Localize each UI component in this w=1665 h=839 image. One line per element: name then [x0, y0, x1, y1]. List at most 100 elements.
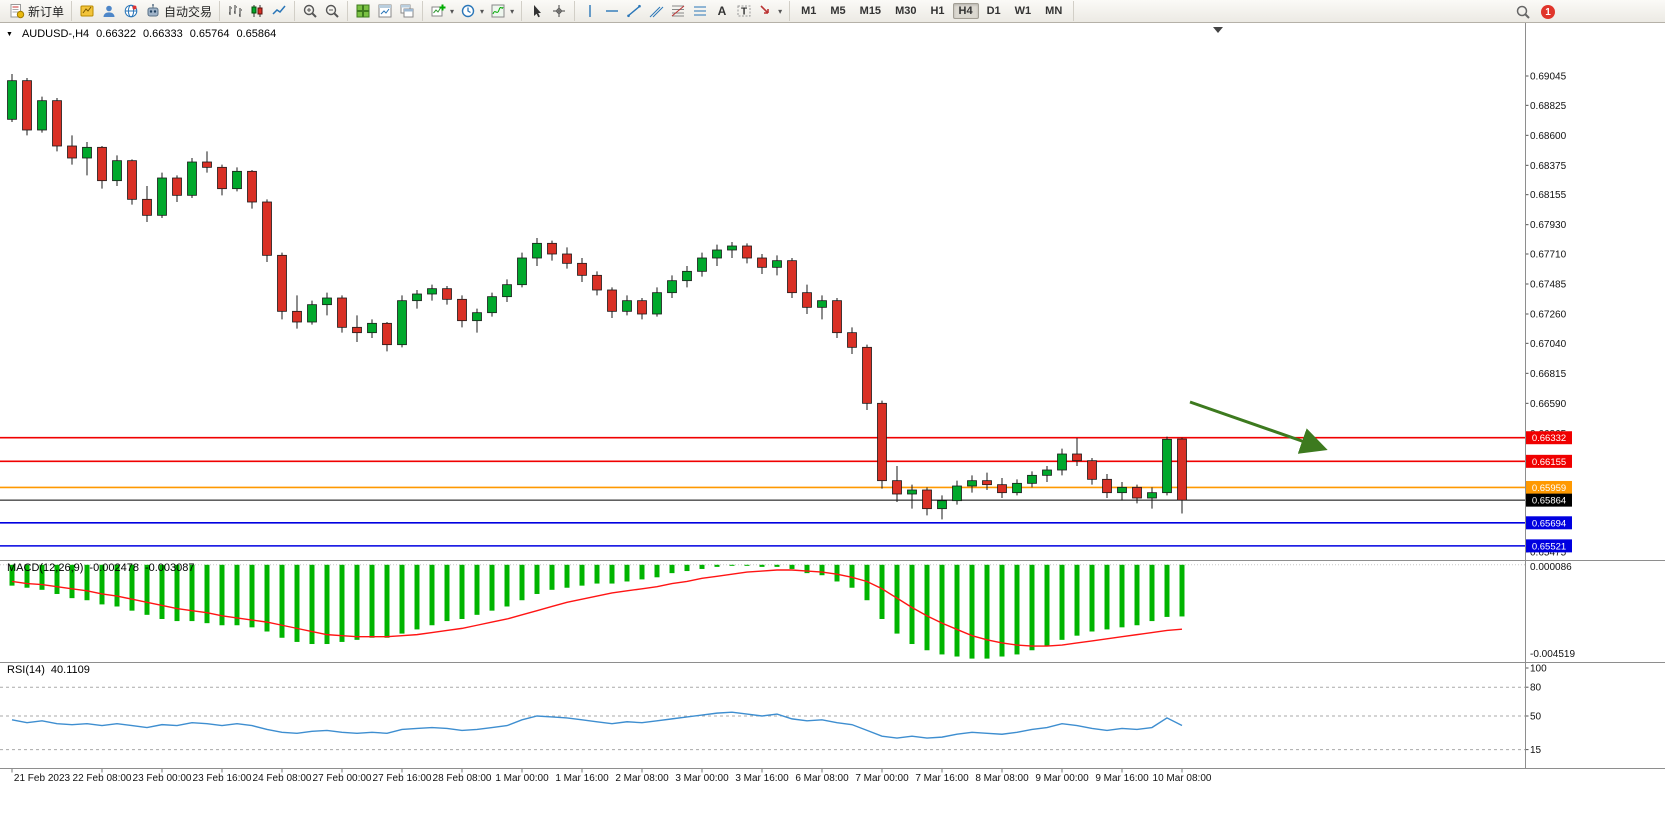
- timeframe-m30-button[interactable]: M30: [895, 5, 917, 17]
- rsi-axis-label: 80: [1530, 683, 1542, 694]
- macd-histogram-bar: [639, 564, 645, 580]
- macd-scale-max-label: 0.000086: [1530, 562, 1572, 573]
- metaeditor-button[interactable]: [76, 2, 98, 20]
- time-axis-label: 28 Feb 08:00: [433, 773, 492, 784]
- bull-candle: [937, 500, 947, 510]
- zoom-in-button[interactable]: [299, 2, 321, 20]
- bull-candle: [652, 292, 662, 315]
- dropdown-caret-icon[interactable]: ▾: [778, 6, 783, 16]
- macd-histogram-bar: [849, 564, 855, 588]
- candlestick-chart-button[interactable]: [246, 2, 268, 20]
- horizontal-line-tool-button[interactable]: [601, 2, 623, 20]
- notification-badge[interactable]: 1: [1541, 5, 1555, 19]
- macd-indicator-label: MACD(12,26,9) -0.002478 -0.003087: [7, 562, 195, 574]
- channel-tool-button[interactable]: [645, 2, 667, 20]
- macd-histogram-bar: [1014, 564, 1020, 655]
- macd-histogram-bar: [1104, 564, 1110, 630]
- macd-histogram-bar: [999, 564, 1005, 657]
- bear-candle: [1102, 478, 1112, 494]
- macd-pane: 0.000086 -0.004519: [0, 562, 1575, 660]
- main-toolbar: 新订单 自动交易 ▾ ▾ ▾ A T ▾ M1 M5 M15 M30 H1 H4 D1 W1 MN 1: [0, 0, 1665, 23]
- web-terminal-button[interactable]: [120, 2, 142, 20]
- timeframe-d1-button[interactable]: D1: [986, 5, 1001, 17]
- macd-histogram-bar: [834, 564, 840, 582]
- time-axis-label: 23 Feb 00:00: [133, 773, 192, 784]
- time-axis-label: 1 Mar 16:00: [555, 773, 609, 784]
- bull-candle: [817, 300, 827, 308]
- bull-candle: [697, 257, 707, 272]
- trend-arrow-annotation[interactable]: [1189, 400, 1328, 454]
- time-axis-label: 7 Mar 16:00: [915, 773, 969, 784]
- new-order-icon: [10, 4, 25, 19]
- time-axis-label: 24 Feb 08:00: [253, 773, 312, 784]
- zoom-out-button[interactable]: [321, 2, 343, 20]
- bear-candle: [997, 484, 1007, 494]
- timeframe-h1-button[interactable]: H1: [930, 5, 945, 17]
- algo-trading-button[interactable]: 自动交易: [142, 2, 215, 21]
- timeframe-mn-button[interactable]: MN: [1045, 5, 1063, 17]
- timeframe-m1-button[interactable]: M1: [801, 5, 817, 17]
- macd-histogram-bar: [579, 564, 585, 586]
- fibonacci-tool-button[interactable]: [667, 2, 689, 20]
- new-chart-button[interactable]: ▾: [427, 2, 457, 20]
- macd-histogram-bar: [1179, 564, 1185, 617]
- arrows-tool-button[interactable]: ▾: [755, 2, 785, 20]
- macd-histogram-bar: [1074, 564, 1080, 636]
- time-axis-label: 21 Feb 2023: [14, 773, 71, 784]
- price-level-label: [1526, 431, 1572, 445]
- indicators-button[interactable]: ▾: [487, 2, 517, 20]
- macd-histogram-bar: [864, 564, 870, 601]
- bar-chart-button[interactable]: [224, 2, 246, 20]
- bull-candle: [7, 80, 17, 120]
- bull-candle: [907, 489, 917, 495]
- bear-candle: [292, 310, 302, 323]
- trendline-tool-button[interactable]: [623, 2, 645, 20]
- macd-histogram-bar: [249, 564, 255, 628]
- search-button[interactable]: [1512, 3, 1534, 21]
- macd-histogram-bar: [1164, 564, 1170, 617]
- cascade-windows-button[interactable]: [396, 2, 418, 20]
- macd-histogram-bar: [474, 564, 480, 615]
- bear-candle: [982, 480, 992, 486]
- bear-candle: [217, 166, 227, 190]
- timeframe-w1-button[interactable]: W1: [1014, 5, 1032, 17]
- bull-candle: [112, 160, 122, 182]
- timeframe-m5-button[interactable]: M5: [830, 5, 846, 17]
- cursor-tool-button[interactable]: [526, 2, 548, 20]
- levels-tool-button[interactable]: [689, 2, 711, 20]
- tile-windows-button[interactable]: [352, 2, 374, 20]
- metaeditor-icon: [80, 5, 94, 17]
- dropdown-caret-icon[interactable]: ▾: [450, 6, 455, 16]
- bull-candle: [157, 177, 167, 216]
- macd-histogram-bar: [684, 564, 690, 572]
- price-axis-label: 0.68600: [1530, 131, 1567, 142]
- periods-button[interactable]: ▾: [457, 2, 487, 20]
- time-axis-label: 10 Mar 08:00: [1153, 773, 1212, 784]
- line-chart-button[interactable]: [268, 2, 290, 20]
- dropdown-caret-icon[interactable]: ▾: [510, 6, 515, 16]
- collapse-triangle-icon[interactable]: ▼: [6, 30, 13, 38]
- dropdown-caret-icon[interactable]: ▾: [480, 6, 485, 16]
- auto-arrange-button[interactable]: [374, 2, 396, 20]
- arrows-icon: [760, 5, 769, 14]
- chart-shift-marker[interactable]: [1213, 27, 1223, 33]
- price-axis-label: 0.67930: [1530, 220, 1567, 231]
- crosshair-tool-button[interactable]: [548, 2, 570, 20]
- new-order-button[interactable]: 新订单: [6, 2, 67, 21]
- text-label-tool-button[interactable]: T: [733, 2, 755, 20]
- text-tool-button[interactable]: A: [711, 2, 733, 20]
- macd-histogram-bar: [789, 564, 795, 569]
- macd-title: MACD(12,26,9): [7, 562, 84, 574]
- time-axis[interactable]: 21 Feb 2023 22 Feb 08:00 23 Feb 00:00 23 Fe…: [11, 768, 1212, 785]
- community-button[interactable]: [98, 2, 120, 20]
- time-axis-label: 9 Mar 16:00: [1095, 773, 1149, 784]
- macd-histogram-bar: [489, 564, 495, 611]
- macd-histogram-bar: [669, 564, 675, 574]
- macd-histogram-bar: [609, 564, 615, 584]
- bear-candle: [802, 292, 812, 308]
- vertical-line-tool-button[interactable]: [579, 2, 601, 20]
- timeframe-h4-button[interactable]: H4: [952, 3, 979, 19]
- timeframe-m15-button[interactable]: M15: [859, 5, 882, 17]
- bull-candle: [1042, 469, 1052, 476]
